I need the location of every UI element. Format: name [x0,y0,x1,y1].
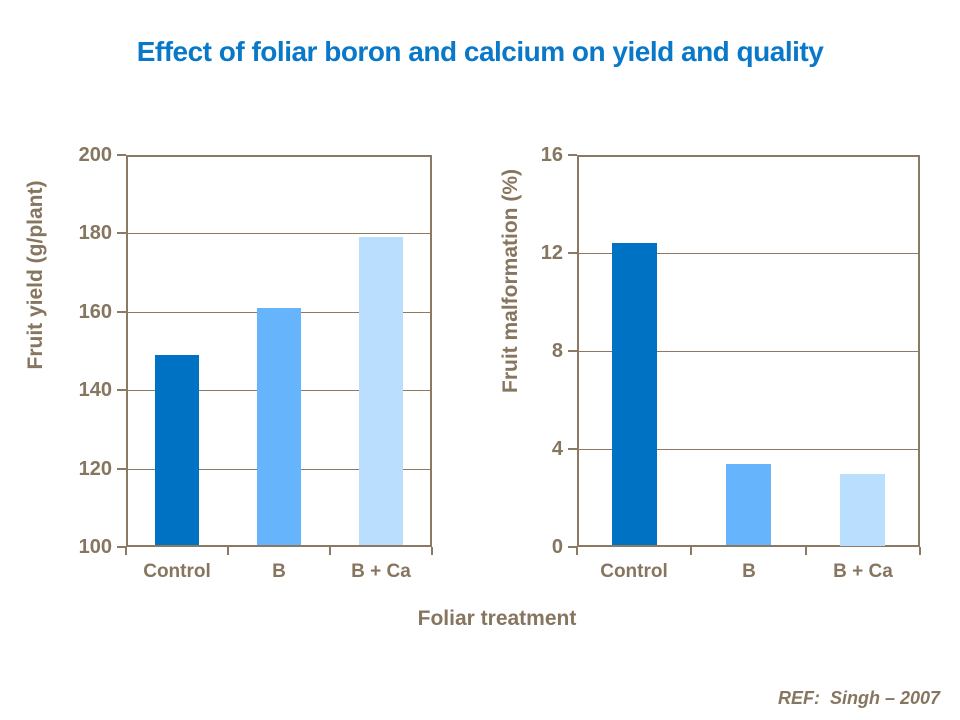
bar-control [155,355,199,545]
x-category-label: Control [600,561,668,582]
x-tick-mark [805,547,807,555]
gridline [577,449,920,450]
bar-control [612,243,657,545]
x-tick-mark [227,547,229,555]
y-tick-mark [117,546,126,548]
bar-b-ca [840,474,885,546]
y-tick-label: 140 [78,379,112,401]
x-category-label: B + Ca [351,561,411,582]
x-tick-mark [576,547,578,555]
y-tick-mark [568,350,577,352]
x-category-label: B [272,561,286,582]
y-tick-label: 100 [78,536,112,558]
y-tick-label: 120 [78,458,112,480]
gridline [577,253,920,254]
y-tick-label: 200 [78,144,112,166]
y-tick-mark [117,154,126,156]
x-category-label: Control [143,561,211,582]
y-tick-mark [568,154,577,156]
bar-b [257,308,301,545]
y-tick-mark [568,252,577,254]
x-tick-mark [125,547,127,555]
y-tick-label: 16 [540,144,563,166]
y-tick-label: 0 [551,536,563,558]
gridline [577,351,920,352]
y-tick-label: 4 [551,438,563,460]
x-category-label: B [742,561,756,582]
x-category-label: B + Ca [833,561,893,582]
bar-b [726,464,771,545]
bar-b-ca [359,237,403,545]
y-tick-mark [568,546,577,548]
y-tick-label: 180 [78,222,112,244]
y-tick-label: 12 [540,242,563,264]
y-tick-mark [117,311,126,313]
y-tick-label: 160 [78,301,112,323]
x-tick-mark [431,547,433,555]
x-tick-mark [690,547,692,555]
y-tick-mark [117,232,126,234]
x-axis-title: Foliar treatment [417,607,577,630]
x-tick-mark [329,547,331,555]
gridline [126,233,432,234]
x-tick-mark [919,547,921,555]
y-tick-label: 8 [551,340,563,362]
y-tick-mark [568,448,577,450]
reference-text: REF: Singh – 2007 [777,688,940,708]
y-tick-mark [117,468,126,470]
slide-title: Effect of foliar boron and calcium on yi… [136,36,824,67]
y-tick-mark [117,389,126,391]
